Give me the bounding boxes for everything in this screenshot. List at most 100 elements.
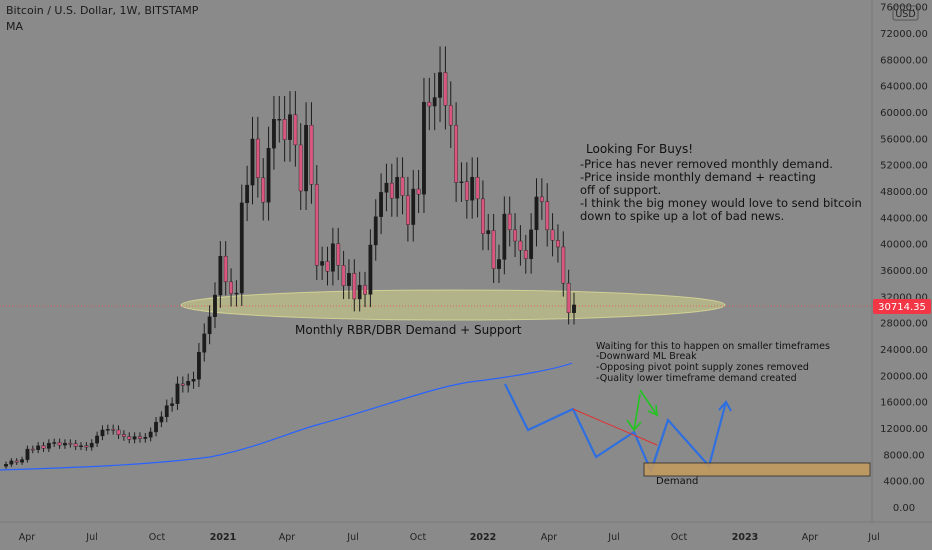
candle-body — [502, 213, 507, 260]
y-tick-label: 60000.00 — [880, 108, 928, 119]
candle-body — [143, 437, 148, 439]
projection-arrowhead — [718, 400, 732, 412]
candle-body — [30, 448, 35, 451]
monthly-demand-zone — [180, 289, 726, 321]
candle-body — [79, 445, 83, 447]
y-tick-label: 0.00 — [893, 503, 915, 514]
waiting-item: -Opposing pivot point supply zones remov… — [596, 362, 809, 373]
candle-body — [239, 202, 244, 294]
candle-body — [481, 198, 485, 234]
y-tick-label: 48000.00 — [880, 187, 928, 198]
candle-body — [314, 184, 319, 266]
y-tick-label: 32000.00 — [880, 292, 928, 303]
candle-body — [572, 304, 576, 313]
y-tick-label: 4000.00 — [883, 477, 924, 488]
y-axis[interactable]: 76000.00 72000.00 68000.00 64000.00 60000.00… — [880, 3, 928, 514]
candle-body — [561, 246, 566, 284]
candle-body — [25, 448, 30, 460]
candle-body — [95, 435, 99, 444]
y-tick-label: 40000.00 — [880, 240, 928, 251]
candle-body — [197, 352, 201, 380]
candle-body — [550, 229, 555, 241]
candle-body — [207, 316, 212, 335]
candle-body — [432, 97, 437, 107]
x-tick-label: 2022 — [470, 532, 496, 543]
candle-body — [266, 148, 271, 203]
x-tick-label: Jul — [346, 532, 358, 543]
candle-body — [411, 188, 416, 225]
candle-body — [513, 229, 517, 242]
y-tick-label: 20000.00 — [880, 371, 928, 382]
candle-body — [459, 181, 464, 183]
x-tick-label: Jul — [867, 532, 879, 543]
candle-body — [245, 184, 250, 204]
candle-body — [132, 436, 137, 440]
candle-body — [373, 216, 378, 246]
candle-body — [272, 119, 276, 149]
candle-body — [518, 240, 523, 251]
candle-body — [529, 229, 534, 260]
candles — [4, 46, 576, 469]
candle-body — [170, 403, 175, 406]
candle-body — [491, 230, 496, 269]
y-tick-label: 24000.00 — [880, 345, 928, 356]
waiting-item: -Quality lower timeframe demand created — [596, 373, 797, 384]
chart-title: Bitcoin / U.S. Dollar, 1W, BITSTAMP — [6, 4, 199, 17]
candle-body — [486, 230, 491, 234]
x-tick-label: Apr — [541, 532, 558, 543]
x-axis[interactable]: Apr Jul Oct 2021 Apr Jul Oct 2022 Apr Jul Oct 2023 A… — [19, 532, 880, 543]
candle-body — [41, 445, 46, 449]
candle-body — [57, 442, 62, 446]
x-tick-label: Oct — [671, 532, 688, 543]
candle-body — [341, 265, 346, 286]
green-down-arrow — [626, 393, 642, 433]
currency-button[interactable] — [892, 5, 919, 21]
candle-body — [497, 259, 501, 269]
candle-body — [20, 459, 24, 463]
projected-price-path — [504, 383, 728, 475]
y-tick-label: 16000.00 — [880, 398, 928, 409]
candle-body — [545, 201, 550, 231]
candle-body — [288, 114, 292, 140]
green-up-arrow — [639, 389, 660, 417]
candle-body — [175, 383, 180, 404]
candle-body — [443, 72, 448, 106]
y-tick-label: 68000.00 — [880, 55, 928, 66]
x-tick-label: Apr — [802, 532, 819, 543]
candle-body — [127, 436, 132, 440]
waiting-title: Waiting for this to happen on smaller ti… — [596, 341, 830, 352]
candle-body — [154, 421, 158, 433]
candle-body — [14, 460, 19, 463]
candle-body — [105, 429, 110, 431]
candle-body — [304, 124, 308, 192]
candle-body — [63, 442, 67, 446]
candle-body — [448, 105, 453, 126]
candle-body — [422, 101, 426, 195]
indicator-label[interactable]: MA — [6, 20, 24, 33]
candle-body — [138, 436, 142, 439]
candle-body — [4, 464, 8, 467]
candle-body — [363, 284, 367, 295]
x-tick-label: 2023 — [732, 532, 758, 543]
candle-body — [507, 213, 512, 231]
candle-body — [384, 182, 389, 193]
note-line: -Price inside monthly demand + reacting — [580, 170, 816, 184]
candle-body — [36, 445, 41, 450]
candle-body — [159, 416, 164, 423]
note-line: down to spike up a lot of bad news. — [580, 209, 784, 223]
candle-body — [121, 434, 126, 437]
candle-body — [68, 442, 73, 445]
candle-body — [298, 144, 303, 192]
y-tick-label: 44000.00 — [880, 213, 928, 224]
y-tick-label: 8000.00 — [883, 450, 924, 461]
candle-body — [470, 176, 475, 201]
candle-body — [234, 292, 239, 295]
candle-body — [186, 381, 191, 386]
candle-body — [213, 294, 217, 317]
candle-body — [250, 138, 255, 186]
candle-body — [395, 176, 400, 199]
candle-body — [357, 284, 362, 300]
candle-body — [475, 176, 480, 200]
candle-body — [427, 101, 432, 107]
